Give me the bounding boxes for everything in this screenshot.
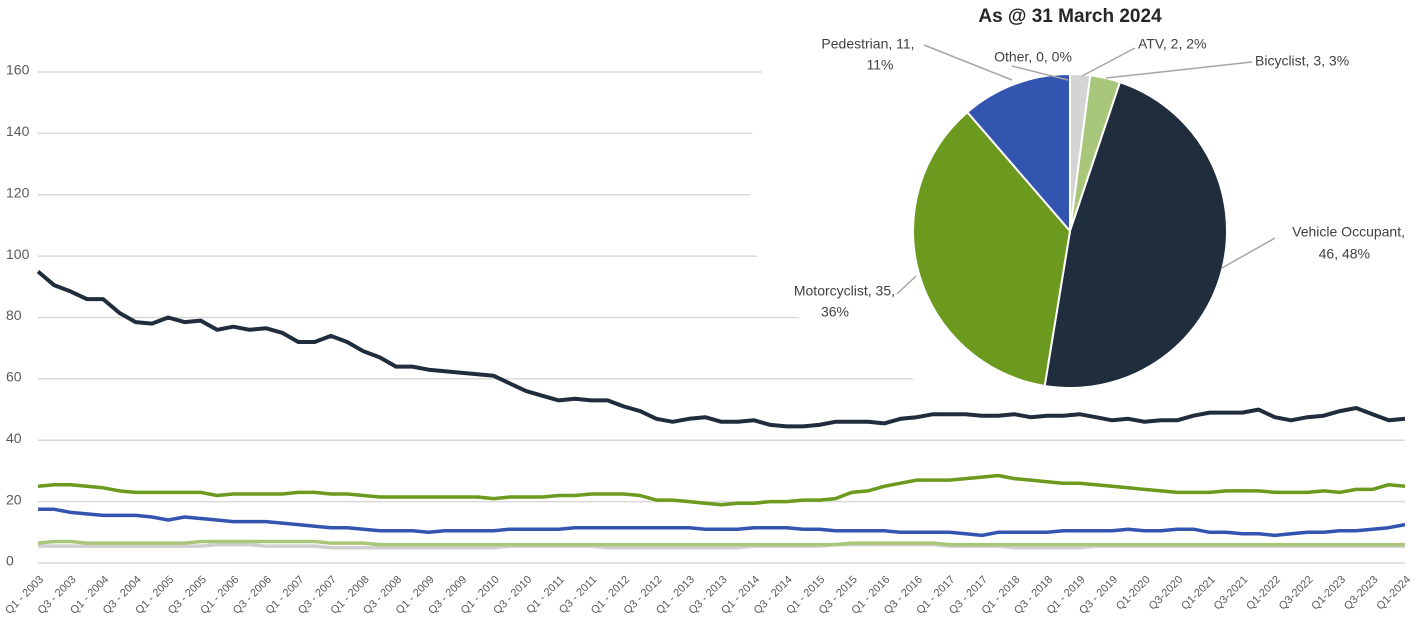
pie-slice bbox=[912, 110, 1072, 388]
x-tick-label: Q1-2022 bbox=[1244, 574, 1283, 613]
x-tick-label: Q3-2020 bbox=[1147, 574, 1186, 613]
pie-slice bbox=[1043, 80, 1228, 389]
leader-line bbox=[1011, 65, 1069, 81]
y-tick-label: 100 bbox=[6, 246, 30, 262]
leader-line bbox=[1105, 61, 1253, 79]
y-tick-label: 60 bbox=[6, 369, 22, 385]
leader-line bbox=[1081, 47, 1136, 77]
y-tick-label: 0 bbox=[6, 553, 14, 569]
pie-label: Motorcyclist, 35, bbox=[794, 283, 895, 299]
y-tick-label: 140 bbox=[6, 123, 30, 139]
y-tick-label: 20 bbox=[6, 491, 22, 507]
x-tick-label: Q3-2021 bbox=[1212, 574, 1251, 613]
pie-label: Vehicle Occupant, bbox=[1292, 224, 1405, 240]
y-tick-label: 120 bbox=[6, 184, 30, 200]
leader-line bbox=[1221, 237, 1276, 269]
pie-label: ATV, 2, 2% bbox=[1138, 36, 1206, 52]
x-tick-label: Q1-2021 bbox=[1179, 574, 1218, 613]
series-line bbox=[36, 269, 1406, 429]
pie-chart: As @ 31 March 2024 Other, 0, 0% ATV, 2, 2%… bbox=[794, 6, 1405, 389]
pie-label: 46, 48% bbox=[1319, 246, 1370, 262]
y-tick-label: 40 bbox=[6, 430, 22, 446]
pie-label: 11% bbox=[867, 57, 894, 73]
pie-slice bbox=[965, 72, 1071, 234]
pie-label: Other, 0, 0% bbox=[994, 49, 1072, 65]
x-tick-label: Q1-2023 bbox=[1309, 574, 1348, 613]
pie-label: 36% bbox=[821, 304, 849, 320]
pie-title: As @ 31 March 2024 bbox=[978, 6, 1162, 27]
leader-line bbox=[923, 44, 1013, 81]
x-tick-label: Q3-2022 bbox=[1277, 574, 1316, 613]
series-line bbox=[37, 473, 1406, 507]
pie-label: Pedestrian, 11, bbox=[821, 36, 914, 52]
x-tick-label: Q1-2024 bbox=[1374, 574, 1413, 613]
leader-line bbox=[896, 275, 917, 295]
x-tick-label: Q1-2020 bbox=[1114, 574, 1153, 613]
x-tick-label: Q3-2023 bbox=[1342, 574, 1381, 613]
y-tick-label: 160 bbox=[6, 62, 30, 78]
series-line bbox=[37, 539, 1405, 547]
series-line bbox=[38, 507, 1406, 538]
pie-label: Bicyclist, 3, 3% bbox=[1255, 53, 1349, 69]
y-tick-label: 80 bbox=[6, 307, 22, 323]
